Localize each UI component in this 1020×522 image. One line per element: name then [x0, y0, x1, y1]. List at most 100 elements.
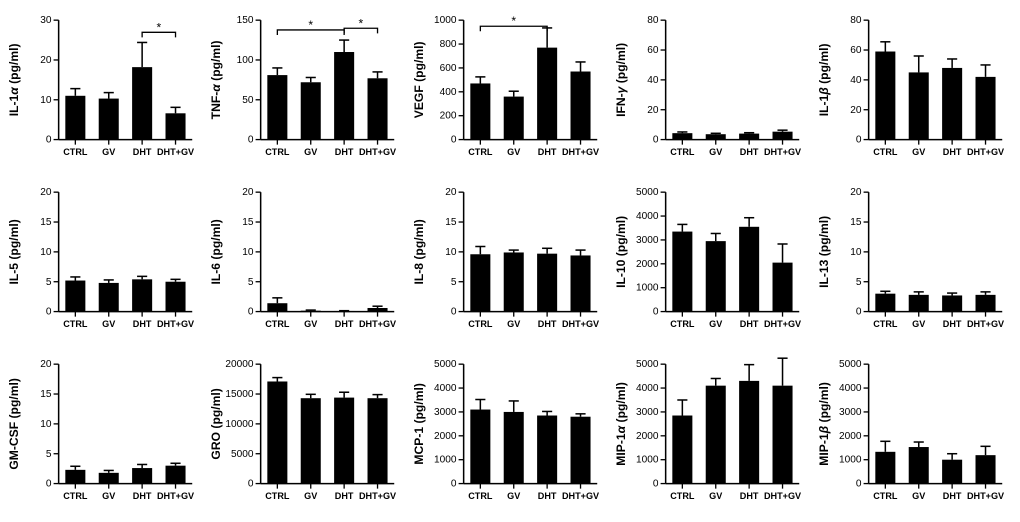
significance-star: *	[156, 20, 161, 34]
category-label: DHT	[335, 319, 354, 329]
ytick-label: 400	[439, 87, 456, 98]
ytick-label: 20	[850, 187, 862, 198]
ytick-label: 20000	[226, 359, 254, 370]
bar	[166, 466, 186, 484]
ytick-label: 0	[248, 307, 254, 318]
ytick-label: 5	[248, 277, 254, 288]
ytick-label: 0	[248, 135, 254, 146]
ytick-label: 0	[451, 135, 457, 146]
ytick-label: 50	[243, 95, 255, 106]
ytick-label: 0	[856, 307, 862, 318]
category-label: DHT	[133, 147, 152, 157]
ytick-label: 800	[439, 39, 456, 50]
bar	[268, 303, 288, 311]
bar	[975, 77, 995, 140]
ytick-label: 20	[648, 105, 660, 116]
ytick-label: 4000	[434, 383, 457, 394]
y-axis-label: IFN-γ (pg/ml)	[614, 43, 628, 117]
bar	[875, 294, 895, 312]
ytick-label: 0	[856, 479, 862, 490]
bar	[975, 295, 995, 312]
ytick-label: 30	[40, 15, 52, 26]
bar	[268, 75, 288, 139]
ytick-label: 20	[850, 105, 862, 116]
bar	[132, 67, 152, 139]
ytick-label: 1000	[434, 15, 457, 26]
category-label: DHT+GV	[764, 491, 801, 501]
ytick-label: 1000	[636, 283, 659, 294]
bar	[773, 263, 793, 312]
bar	[268, 382, 288, 484]
y-axis-label: IL-13 (pg/ml)	[817, 216, 831, 288]
category-label: CTRL	[670, 491, 695, 501]
ytick-label: 20	[445, 187, 457, 198]
ytick-label: 0	[46, 479, 52, 490]
ytick-label: 80	[648, 15, 660, 26]
bar	[65, 281, 85, 312]
bar	[908, 447, 928, 484]
ytick-label: 80	[850, 15, 862, 26]
y-axis-label: IL-1β (pg/ml)	[817, 43, 831, 116]
category-label: CTRL	[63, 319, 88, 329]
ytick-label: 0	[248, 479, 254, 490]
bar	[65, 470, 85, 484]
category-label: DHT+GV	[157, 491, 194, 501]
category-label: CTRL	[873, 319, 898, 329]
bar	[132, 279, 152, 311]
ytick-label: 1000	[839, 455, 862, 466]
ytick-label: 5000	[434, 359, 457, 370]
chart-panel: 050100150**CTRLGVDHTDHT+GVTNF-α (pg/ml)	[206, 6, 408, 178]
bar	[739, 134, 759, 140]
bar	[942, 460, 962, 484]
category-label: CTRL	[63, 491, 88, 501]
category-label: DHT	[538, 491, 557, 501]
bar	[537, 416, 557, 484]
bar	[99, 99, 119, 140]
bar	[908, 72, 928, 139]
ytick-label: 60	[850, 45, 862, 56]
ytick-label: 5	[46, 277, 52, 288]
category-label: GV	[305, 491, 318, 501]
chart-panel: 010002000300040005000CTRLGVDHTDHT+GVIL-1…	[611, 178, 813, 350]
ytick-label: 3000	[839, 407, 862, 418]
bar	[673, 133, 693, 139]
ytick-label: 10	[243, 247, 255, 258]
chart-panel: 020406080CTRLGVDHTDHT+GVIFN-γ (pg/ml)	[611, 6, 813, 178]
category-label: DHT	[538, 319, 557, 329]
y-axis-label: IL-5 (pg/ml)	[7, 219, 21, 284]
panel-grid: 0102030*CTRLGVDHTDHT+GVIL-1α (pg/ml)0501…	[0, 0, 1020, 522]
ytick-label: 10	[40, 95, 52, 106]
ytick-label: 1000	[434, 455, 457, 466]
ytick-label: 60	[648, 45, 660, 56]
significance-star: *	[511, 14, 516, 28]
category-label: DHT	[942, 147, 961, 157]
y-axis-label: TNF-α (pg/ml)	[210, 40, 224, 119]
category-label: CTRL	[873, 491, 898, 501]
y-axis-label: GRO (pg/ml)	[210, 388, 224, 459]
bar	[537, 254, 557, 312]
bar	[875, 452, 895, 484]
chart-panel: 05101520CTRLGVDHTDHT+GVIL-8 (pg/ml)	[409, 178, 611, 350]
category-label: CTRL	[670, 147, 695, 157]
category-label: GV	[507, 147, 520, 157]
ytick-label: 2000	[839, 431, 862, 442]
ytick-label: 10	[40, 419, 52, 430]
ytick-label: 5000	[231, 449, 254, 460]
ytick-label: 15	[243, 217, 255, 228]
bar	[570, 255, 590, 311]
ytick-label: 0	[653, 307, 659, 318]
category-label: DHT	[133, 319, 152, 329]
category-label: GV	[305, 319, 318, 329]
category-label: DHT+GV	[967, 491, 1004, 501]
ytick-label: 3000	[636, 407, 659, 418]
chart-panel: 05000100001500020000CTRLGVDHTDHT+GVGRO (…	[206, 350, 408, 522]
chart-panel: 02004006008001000*CTRLGVDHTDHT+GVVEGF (p…	[409, 6, 611, 178]
ytick-label: 10000	[226, 419, 254, 430]
ytick-label: 0	[46, 135, 52, 146]
bar	[975, 455, 995, 483]
category-label: CTRL	[63, 147, 88, 157]
bar	[673, 416, 693, 484]
ytick-label: 5000	[636, 187, 659, 198]
category-label: DHT	[942, 319, 961, 329]
category-label: DHT+GV	[359, 491, 396, 501]
